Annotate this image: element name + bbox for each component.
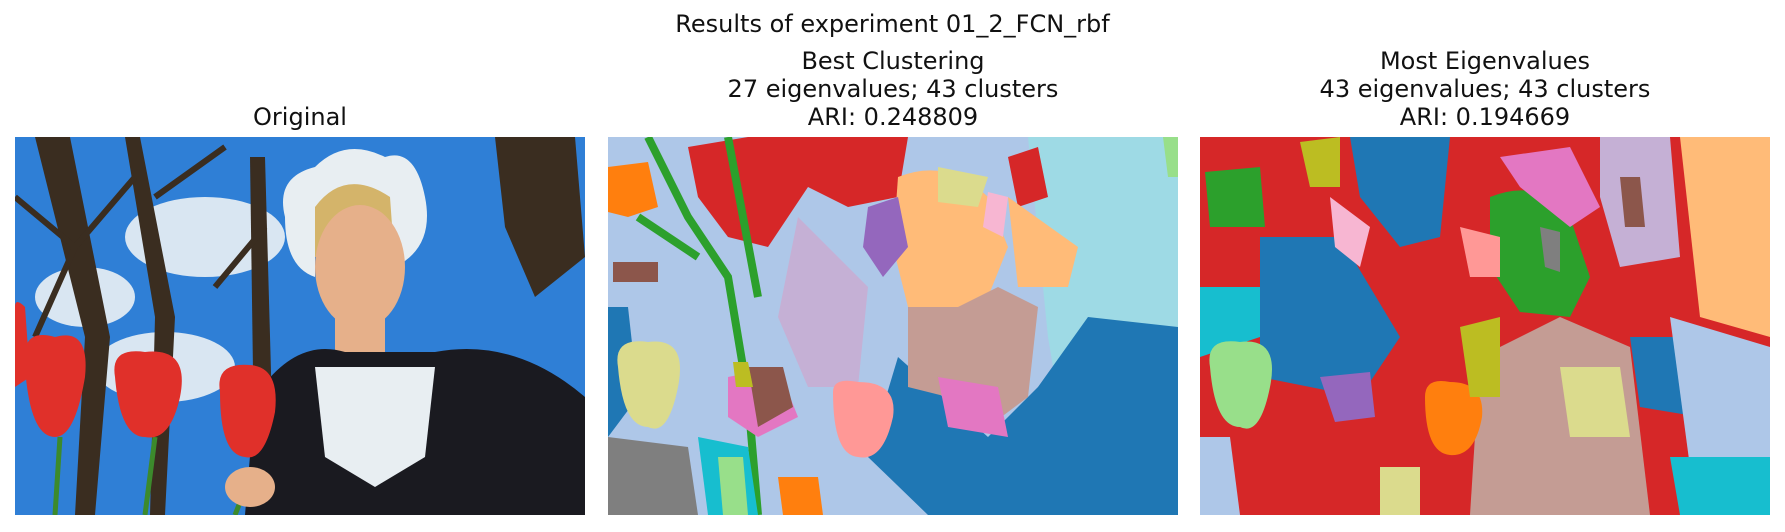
cluster-region xyxy=(635,137,762,515)
cluster-region xyxy=(1300,137,1340,187)
best-clustering-image xyxy=(608,137,1178,515)
cluster-region xyxy=(608,162,658,217)
tulip xyxy=(24,335,86,437)
cluster-region xyxy=(1680,137,1770,337)
cluster-region xyxy=(1205,167,1265,227)
cluster-region xyxy=(938,377,1008,437)
original-image xyxy=(15,137,585,515)
cluster-region xyxy=(718,457,748,515)
cluster-region xyxy=(778,477,823,515)
panel-title-line: ARI: 0.248809 xyxy=(807,103,979,131)
panel-title-line: Best Clustering xyxy=(801,47,985,75)
cluster-region xyxy=(1163,137,1178,177)
cluster-region xyxy=(1670,317,1770,467)
panel-title-line: 43 eigenvalues; 43 clusters xyxy=(1319,75,1651,103)
tree-trunk xyxy=(495,137,585,297)
dress-bib xyxy=(315,367,435,487)
most-eigenvalues-svg xyxy=(1200,137,1770,515)
cluster-region xyxy=(608,437,698,515)
cluster-region xyxy=(938,167,988,207)
best-clustering-svg xyxy=(608,137,1178,515)
cluster-region xyxy=(617,341,680,429)
cluster-region xyxy=(863,197,908,277)
cluster-region xyxy=(1320,372,1375,422)
tulip xyxy=(15,302,30,387)
panel-title-best: Best Clustering 27 eigenvalues; 43 clust… xyxy=(608,47,1178,131)
cluster-region xyxy=(1380,467,1420,515)
cluster-region xyxy=(893,170,1008,332)
cluster-region xyxy=(1470,317,1650,515)
most-eigenvalues-image xyxy=(1200,137,1770,515)
tree-branch xyxy=(15,144,268,339)
cluster-region xyxy=(1620,177,1645,227)
cluster-region xyxy=(1670,457,1770,515)
panel-title-most: Most Eigenvalues 43 eigenvalues; 43 clus… xyxy=(1200,47,1770,131)
cluster-region xyxy=(833,380,894,458)
cluster-region xyxy=(1330,197,1370,267)
cluster-region xyxy=(983,192,1008,237)
panel-title-line: Original xyxy=(253,103,347,131)
cluster-region xyxy=(1540,227,1560,272)
tulip xyxy=(114,351,182,438)
cluster-region xyxy=(1260,237,1400,397)
cluster-region xyxy=(613,262,658,282)
panel-title-line: ARI: 0.194669 xyxy=(1399,103,1571,131)
cluster-region xyxy=(908,287,1038,427)
cluster-region xyxy=(1560,367,1630,437)
cluster-region xyxy=(1500,147,1600,227)
tulip xyxy=(219,364,276,458)
cluster-region xyxy=(748,367,793,427)
cluster-region xyxy=(1460,227,1500,277)
hand xyxy=(225,467,275,507)
cloud xyxy=(125,197,285,277)
cluster-region xyxy=(733,362,753,387)
panel-title-line: 27 eigenvalues; 43 clusters xyxy=(727,75,1059,103)
cap xyxy=(283,149,427,277)
cluster-region xyxy=(1425,381,1483,456)
cluster-region xyxy=(1200,437,1240,515)
original-photo-svg xyxy=(15,137,585,515)
panel-title-original: Original xyxy=(15,103,585,131)
panel-title-line: Most Eigenvalues xyxy=(1379,47,1591,75)
cluster-region xyxy=(1209,341,1272,429)
cluster-region xyxy=(1008,147,1048,207)
cluster-region xyxy=(1200,287,1260,357)
cluster-region xyxy=(778,217,868,387)
neck xyxy=(335,317,385,357)
tree-trunk xyxy=(35,137,110,515)
cluster-region xyxy=(1008,197,1078,287)
cluster-region xyxy=(1460,317,1500,397)
cluster-region xyxy=(1350,137,1450,247)
face xyxy=(315,205,405,329)
figure-suptitle: Results of experiment 01_2_FCN_rbf xyxy=(675,10,1110,38)
cluster-region xyxy=(868,317,1178,515)
